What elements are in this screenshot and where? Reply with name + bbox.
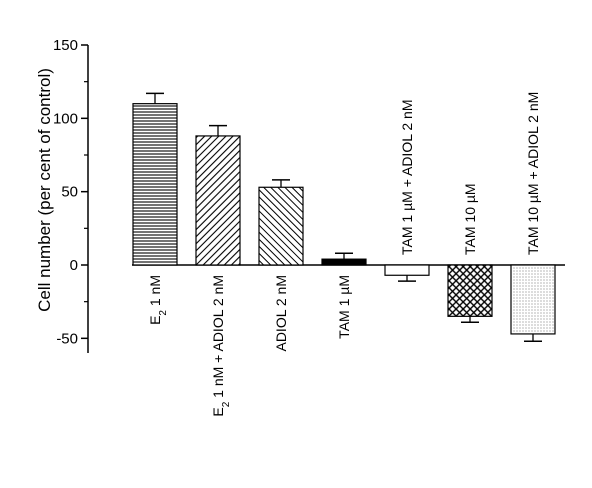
- bar-group: [258, 179, 304, 266]
- bar: [195, 135, 241, 266]
- bar: [510, 264, 556, 335]
- bar: [447, 264, 493, 317]
- category-labels: E2 1 nM E2 1 nM + ADIOL 2 nM ADIOL 2 nM TAM…: [147, 92, 541, 417]
- category-label: E2 1 nM: [147, 275, 169, 325]
- bar-group: [321, 252, 367, 266]
- category-label: TAM 1 µM: [336, 275, 352, 339]
- bar-group: [510, 264, 556, 343]
- y-tick-label: 150: [53, 37, 78, 54]
- y-tick-label: 50: [61, 184, 78, 201]
- bar-group: [195, 124, 241, 266]
- bar: [321, 258, 367, 266]
- category-label: TAM 1 µM + ADIOL 2 nM: [399, 100, 415, 256]
- bars: [132, 92, 556, 343]
- bar-group: [384, 264, 430, 282]
- category-label: ADIOL 2 nM: [273, 275, 289, 352]
- y-tick-label: 100: [53, 110, 78, 127]
- category-label: TAM 10 µM: [462, 183, 478, 255]
- bar-group: [132, 92, 178, 266]
- category-label: E2 1 nM + ADIOL 2 nM: [210, 275, 232, 417]
- y-tick-label: 0: [70, 257, 78, 274]
- category-label: TAM 10 µM + ADIOL 2 nM: [525, 92, 541, 255]
- bar: [384, 264, 430, 276]
- y-tick-label: -50: [56, 330, 78, 347]
- bar: [258, 186, 304, 266]
- bar: [132, 103, 178, 266]
- bar-group: [447, 264, 493, 323]
- y-axis-title: Cell number (per cent of control): [35, 68, 54, 312]
- y-axis: -50 0 50 100 150: [53, 37, 89, 353]
